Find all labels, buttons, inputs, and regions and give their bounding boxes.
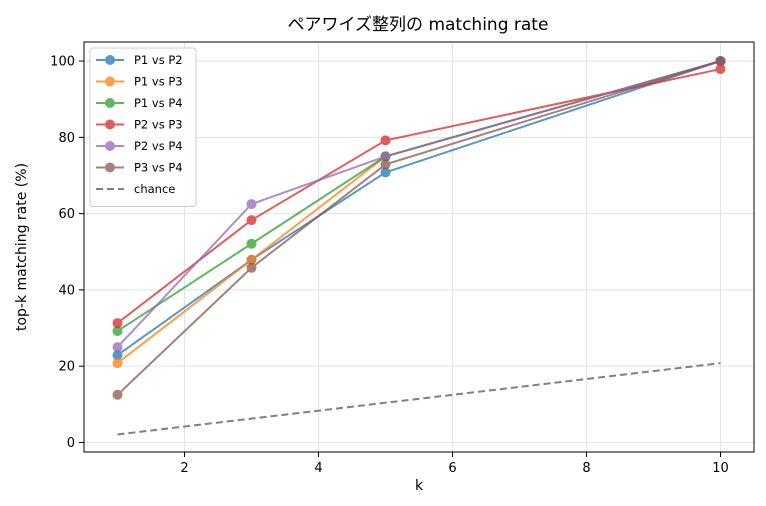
x-axis-label: k [415,478,424,494]
legend-entry: P3 vs P4 [96,161,183,175]
data-point [715,64,726,75]
series-line [116,60,721,396]
legend: P1 vs P2 P1 vs P3 P1 vs P4 P2 vs P3 P2 vs P4… [89,47,197,207]
grid [84,42,754,452]
chart-title: ペアワイズ整列の matching rate [288,15,549,35]
legend-entry: P2 vs P3 [96,118,183,132]
data-point [112,342,123,353]
legend-label: P2 vs P3 [134,118,183,132]
data-point [380,151,391,162]
legend-swatch [96,76,124,87]
legend-swatch [96,119,124,130]
plot-frame [83,41,755,453]
data-point [380,167,391,178]
series-line [116,60,721,348]
legend-label: chance [134,182,175,196]
legend-label: P1 vs P2 [134,53,183,67]
legend-label: P1 vs P4 [134,96,183,110]
legend-entry: P1 vs P3 [96,75,183,89]
reference-line-group [117,362,721,436]
data-point [112,326,123,337]
y-tick-label: 60 [58,207,75,222]
legend-entry: P2 vs P4 [96,139,183,153]
y-tick-label: 100 [50,55,75,70]
legend-swatch [96,98,124,108]
legend-entry: P1 vs P4 [96,96,183,110]
y-tick-label: 0 [67,436,75,451]
x-tick-label: 2 [180,461,188,476]
series-group [112,56,726,400]
legend-label: P3 vs P4 [134,161,183,175]
legend-swatch [96,55,124,65]
legend-entry: chance [96,182,175,196]
x-tick-label: 8 [582,461,590,476]
y-tick-label: 20 [58,360,75,375]
legend-swatch [96,162,124,173]
data-point [246,215,257,226]
x-tick-label: 6 [448,461,456,476]
chance-line [117,362,721,436]
data-point [112,358,123,369]
data-point [112,318,123,329]
data-point [112,350,123,361]
y-axis-label: top-k matching rate (%) [14,163,30,331]
x-tick-label: 4 [314,461,322,476]
legend-label: P1 vs P3 [134,75,183,89]
data-point [380,159,391,170]
legend-entry: P1 vs P2 [96,53,183,67]
legend-swatch [96,141,124,151]
data-point [246,254,257,265]
data-point [380,135,391,146]
data-point [246,238,257,249]
data-point [246,199,257,210]
legend-label: P2 vs P4 [134,139,183,153]
x-tick-label: 10 [712,461,729,476]
data-point [246,262,257,273]
data-point [715,56,726,67]
y-tick-label: 80 [58,131,75,146]
series-p3-vs-p4 [112,56,726,400]
y-tick-label: 40 [58,283,75,298]
data-point [112,389,123,400]
